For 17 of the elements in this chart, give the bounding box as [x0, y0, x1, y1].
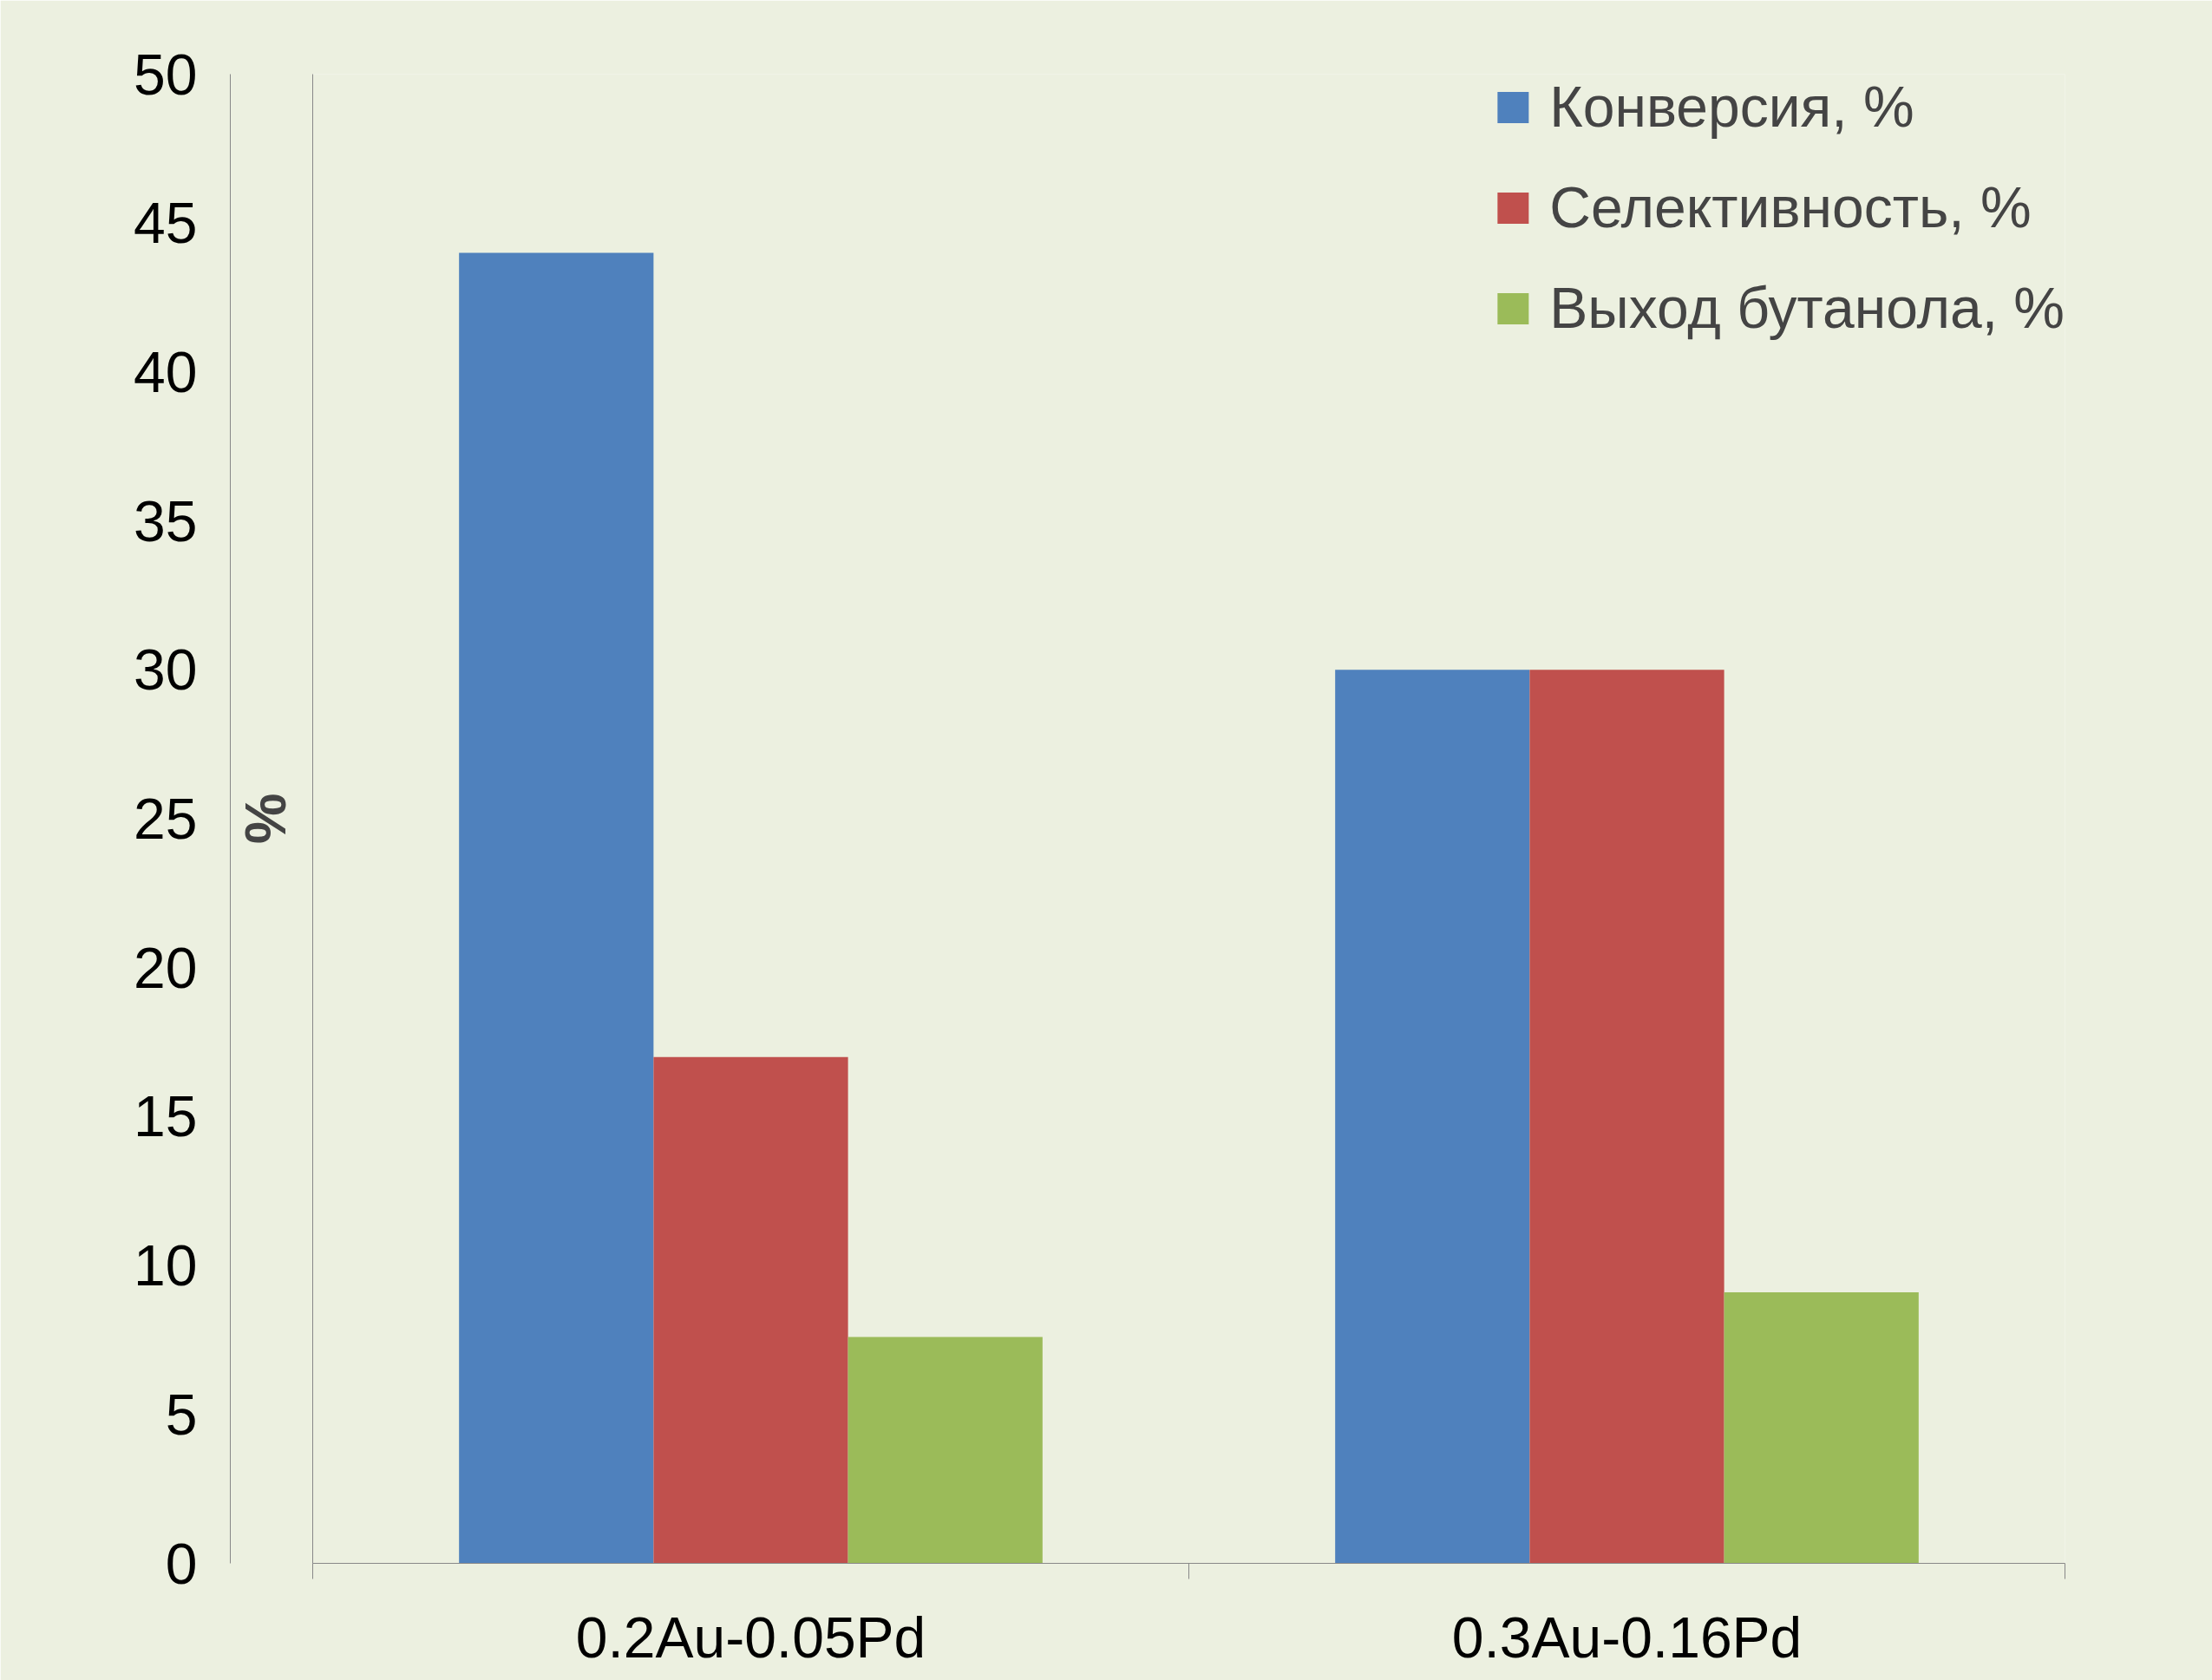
y-tick-label: 50 [134, 42, 198, 107]
y-tick-label: 35 [134, 488, 198, 553]
y-tick-label: 10 [134, 1233, 198, 1298]
y-tick-label: 40 [134, 339, 198, 404]
y-tick-label: 45 [134, 191, 198, 256]
legend-label: Конверсия, % [1549, 74, 1914, 140]
y-tick-label: 25 [134, 787, 198, 851]
y-tick-label: 30 [134, 637, 198, 703]
legend-label: Селективность, % [1549, 174, 2032, 240]
y-tick-label: 15 [134, 1084, 198, 1149]
y-tick-label: 5 [165, 1382, 198, 1447]
x-tick-label: 0.3Au-0.16Pd [1451, 1605, 1803, 1670]
y-tick-label: 20 [134, 935, 198, 1000]
x-tick-label: 0.2Au-0.05Pd [575, 1605, 926, 1670]
y-axis-title: % [232, 793, 298, 845]
y-tick-label: 0 [165, 1531, 198, 1596]
legend-label: Выход бутанола, % [1549, 275, 2065, 341]
